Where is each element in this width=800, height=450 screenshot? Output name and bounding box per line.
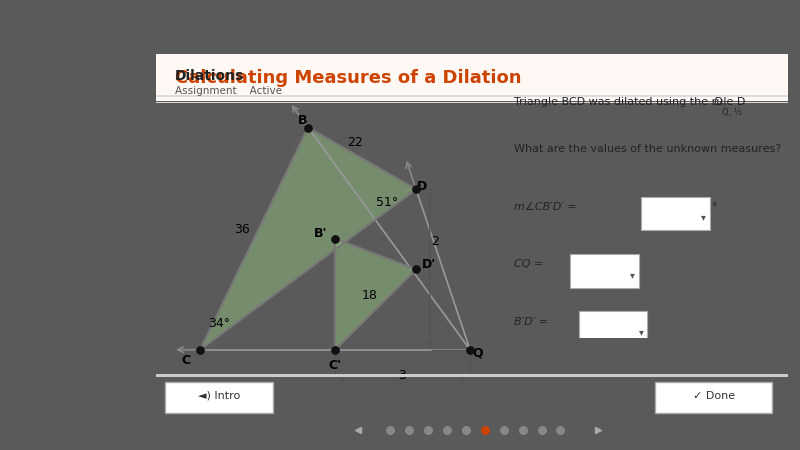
Text: 3: 3 xyxy=(398,369,406,382)
Text: Dilations: Dilations xyxy=(175,69,244,83)
Text: D: D xyxy=(714,97,722,108)
Text: 36: 36 xyxy=(234,223,250,236)
Text: CQ =: CQ = xyxy=(514,259,543,269)
Point xyxy=(194,346,206,353)
Text: ▾: ▾ xyxy=(630,270,635,279)
Text: 51°: 51° xyxy=(377,196,398,209)
Text: ▾: ▾ xyxy=(638,327,643,337)
Text: C': C' xyxy=(329,359,342,372)
Text: B: B xyxy=(298,114,307,126)
Bar xyxy=(166,382,273,413)
Text: m∠CB′D′ =: m∠CB′D′ = xyxy=(514,202,577,212)
Point xyxy=(302,124,314,131)
Point xyxy=(410,266,422,273)
Text: ▾: ▾ xyxy=(701,212,706,222)
Text: B': B' xyxy=(314,227,328,240)
Text: Assignment    Active: Assignment Active xyxy=(175,86,282,96)
Text: Calculating Measures of a Dilation: Calculating Measures of a Dilation xyxy=(175,69,522,87)
Point xyxy=(329,346,342,353)
FancyBboxPatch shape xyxy=(579,311,647,345)
Point xyxy=(329,235,342,242)
Point xyxy=(410,186,422,193)
FancyBboxPatch shape xyxy=(570,254,638,288)
Text: 2: 2 xyxy=(430,235,438,248)
Polygon shape xyxy=(335,238,416,350)
FancyBboxPatch shape xyxy=(156,54,788,101)
Text: What are the values of the unknown measures?: What are the values of the unknown measu… xyxy=(514,144,781,154)
Text: 22: 22 xyxy=(347,136,362,149)
Text: B′D′ =: B′D′ = xyxy=(514,317,548,327)
Text: ◄) Intro: ◄) Intro xyxy=(198,391,240,401)
Text: °: ° xyxy=(713,202,718,212)
Text: Triangle BCD was dilated using the rule D: Triangle BCD was dilated using the rule … xyxy=(514,97,745,108)
Text: Q, ½: Q, ½ xyxy=(722,108,742,117)
Polygon shape xyxy=(200,127,416,350)
FancyBboxPatch shape xyxy=(156,95,788,97)
Text: ✓ Done: ✓ Done xyxy=(693,391,735,401)
Text: D: D xyxy=(417,180,427,193)
FancyBboxPatch shape xyxy=(156,374,788,377)
Point xyxy=(464,346,477,353)
Text: D': D' xyxy=(422,258,436,271)
Text: C: C xyxy=(182,354,191,367)
Text: 18: 18 xyxy=(362,289,378,302)
FancyBboxPatch shape xyxy=(642,197,710,230)
Text: Q: Q xyxy=(472,346,482,359)
Text: 34°: 34° xyxy=(208,317,230,330)
Bar xyxy=(655,382,772,413)
